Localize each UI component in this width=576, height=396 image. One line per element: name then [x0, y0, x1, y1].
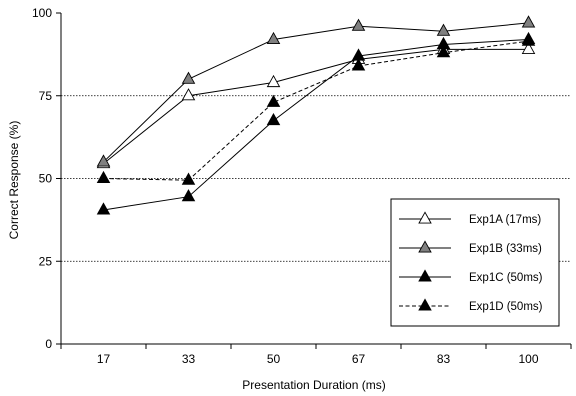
series-3	[96, 31, 536, 215]
series-3-point	[181, 189, 196, 202]
x-tick-label: 50	[267, 352, 281, 366]
series-2-point	[96, 154, 111, 167]
legend-marker	[418, 211, 432, 224]
series-4-point	[436, 45, 451, 58]
legend-item: Exp1A (17ms)	[399, 211, 541, 226]
y-tick-label: 25	[39, 254, 53, 268]
series-group	[96, 15, 536, 215]
series-2-point	[436, 23, 451, 36]
legend-marker	[418, 298, 432, 311]
legend-label: Exp1A (17ms)	[469, 214, 541, 226]
legend-box	[390, 198, 560, 327]
series-3-line	[103, 38, 529, 211]
series-4-point	[351, 58, 366, 71]
series-4-point	[521, 33, 536, 46]
series-4-point	[266, 94, 281, 107]
x-axis-title: Presentation Duration (ms)	[242, 378, 385, 392]
legend-label: Exp1C (50ms)	[469, 272, 543, 284]
series-2-line	[103, 22, 529, 163]
y-tick-label: 50	[39, 172, 53, 186]
series-3-point	[266, 112, 281, 126]
x-tick-label: 33	[182, 352, 196, 366]
series-2-point	[266, 31, 281, 45]
series-2	[96, 15, 536, 167]
legend-item: Exp1C (50ms)	[399, 269, 543, 284]
legend-item: Exp1B (33ms)	[399, 240, 542, 255]
series-4	[96, 33, 536, 185]
y-tick-label: 100	[32, 6, 52, 20]
y-axis-title: Correct Response (%)	[7, 121, 21, 240]
legend-marker	[418, 269, 432, 282]
x-tick-label: 67	[352, 352, 366, 366]
legend-marker	[418, 240, 432, 253]
y-axis-ticks: 0 25 50 75 100	[32, 6, 61, 351]
y-tick-label: 0	[45, 337, 52, 351]
legend: Exp1A (17ms) Exp1B (33ms) Exp1C (50ms) Exp1…	[390, 198, 560, 327]
series-1-line	[103, 48, 529, 164]
series-2-point	[181, 71, 196, 84]
series-4-point	[181, 172, 196, 185]
series-1-point	[266, 74, 281, 88]
x-tick-label: 100	[518, 352, 538, 366]
series-4-point	[96, 170, 111, 184]
y-tick-label: 75	[39, 89, 53, 103]
series-4-line	[103, 40, 529, 181]
x-tick-label: 83	[437, 352, 451, 366]
legend-label: Exp1D (50ms)	[469, 301, 543, 313]
series-2-point	[351, 18, 366, 31]
legend-label: Exp1B (33ms)	[469, 243, 542, 255]
x-tick-label: 17	[97, 352, 111, 366]
gridlines	[61, 95, 571, 262]
series-1-point	[521, 41, 536, 54]
legend-item: Exp1D (50ms)	[399, 298, 543, 313]
series-1-point	[181, 88, 196, 101]
series-3-point	[96, 202, 111, 215]
x-axis-ticks: 17 33 50 67 83 100	[60, 344, 572, 366]
series-2-point	[521, 15, 536, 28]
series-1	[96, 41, 536, 169]
